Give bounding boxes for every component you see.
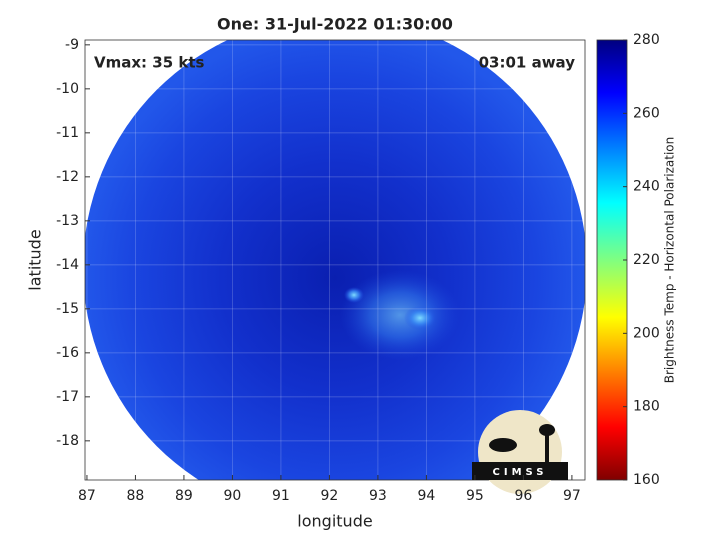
x-tick-label: 92 [321,488,339,504]
colorbar-tick-label: 200 [633,325,660,341]
swath-image [85,40,585,480]
y-tick-label: -16 [56,345,79,361]
y-tick-label: -12 [56,169,79,185]
y-axis-label: latitude [26,229,45,290]
annotation: Vmax: 35 kts [94,54,204,72]
colorbar-tick-label: 260 [633,105,660,121]
colorbar-label: Brightness Temp - Horizontal Polarizatio… [663,137,677,384]
plot-area [85,40,585,480]
chart-title: One: 31-Jul-2022 01:30:00 [217,15,453,34]
x-tick-label: 87 [78,488,96,504]
colorbar-tick-label: 220 [633,252,660,268]
logo-text: CIMSS [493,467,548,478]
colorbar-tick-label: 160 [633,472,660,488]
colorbar-tick-label: 280 [633,32,660,48]
x-tick-label: 96 [514,488,532,504]
y-tick-label: -9 [65,37,79,53]
x-tick-label: 97 [563,488,581,504]
x-tick-label: 95 [466,488,484,504]
plot-frame [84,39,586,481]
y-tick-label: -10 [56,81,79,97]
colorbar-tick-label: 240 [633,179,660,195]
colorbar-tick-label: 180 [633,399,660,415]
colorbar [596,39,628,481]
annotation: 03:01 away [479,54,576,72]
y-tick-label: -14 [56,257,79,273]
x-tick-label: 90 [224,488,242,504]
y-tick-label: -18 [56,433,79,449]
x-tick-label: 93 [369,488,387,504]
x-tick-label: 88 [127,488,145,504]
x-axis-label: longitude [297,512,372,531]
warm-spot [344,287,364,303]
x-tick-label: 91 [272,488,290,504]
y-tick-label: -13 [56,213,79,229]
y-tick-label: -17 [56,389,79,405]
warm-region [340,270,460,360]
x-tick-label: 89 [175,488,193,504]
y-tick-label: -15 [56,301,79,317]
warm-spot [404,306,436,330]
logo: CIMSS [472,410,568,494]
x-tick-label: 94 [418,488,436,504]
y-tick-label: -11 [56,125,79,141]
